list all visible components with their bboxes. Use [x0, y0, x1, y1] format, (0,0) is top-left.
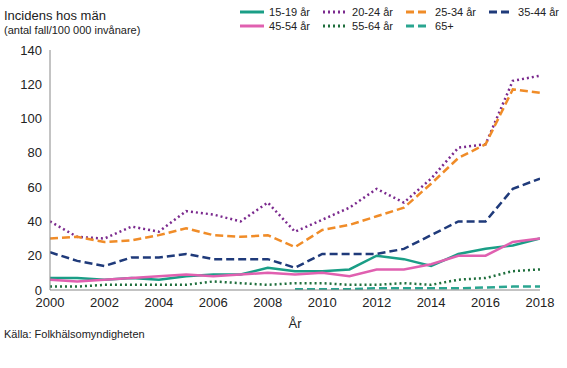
html-text:35-44 år: 35-44 år	[518, 6, 559, 18]
html-text:15-19 år: 15-19 år	[269, 6, 310, 18]
svg-text:100: 100	[20, 111, 42, 126]
svg-text:60: 60	[28, 180, 42, 195]
svg-text:2016: 2016	[471, 295, 500, 310]
svg-text:40: 40	[28, 214, 42, 229]
svg-text:2002: 2002	[90, 295, 119, 310]
svg-text:2012: 2012	[362, 295, 391, 310]
svg-text:0: 0	[35, 283, 42, 298]
svg-text:80: 80	[28, 145, 42, 160]
svg-text:140: 140	[20, 43, 42, 58]
svg-text:2018: 2018	[526, 295, 555, 310]
html-text:65+: 65+	[435, 20, 454, 32]
html-text:(antal fall/100 000 invånare): (antal fall/100 000 invånare)	[4, 24, 141, 36]
html-text:Källa: Folkhälsomyndigheten: Källa: Folkhälsomyndigheten	[4, 328, 145, 340]
html-text:55-64 år: 55-64 år	[352, 20, 393, 32]
svg-text:År: År	[289, 316, 303, 331]
svg-text:2014: 2014	[417, 295, 446, 310]
svg-text:2004: 2004	[144, 295, 173, 310]
html-text:45-54 år: 45-54 år	[269, 20, 310, 32]
svg-text:2010: 2010	[308, 295, 337, 310]
svg-text:120: 120	[20, 77, 42, 92]
html-text:20-24 år: 20-24 år	[352, 6, 393, 18]
svg-text:2008: 2008	[253, 295, 282, 310]
svg-text:2000: 2000	[35, 295, 65, 311]
html-text:Incidens hos män: Incidens hos män	[4, 8, 106, 23]
html-text:25-34 år: 25-34 år	[435, 6, 476, 18]
svg-text:2006: 2006	[199, 295, 228, 310]
svg-text:20: 20	[28, 248, 42, 263]
